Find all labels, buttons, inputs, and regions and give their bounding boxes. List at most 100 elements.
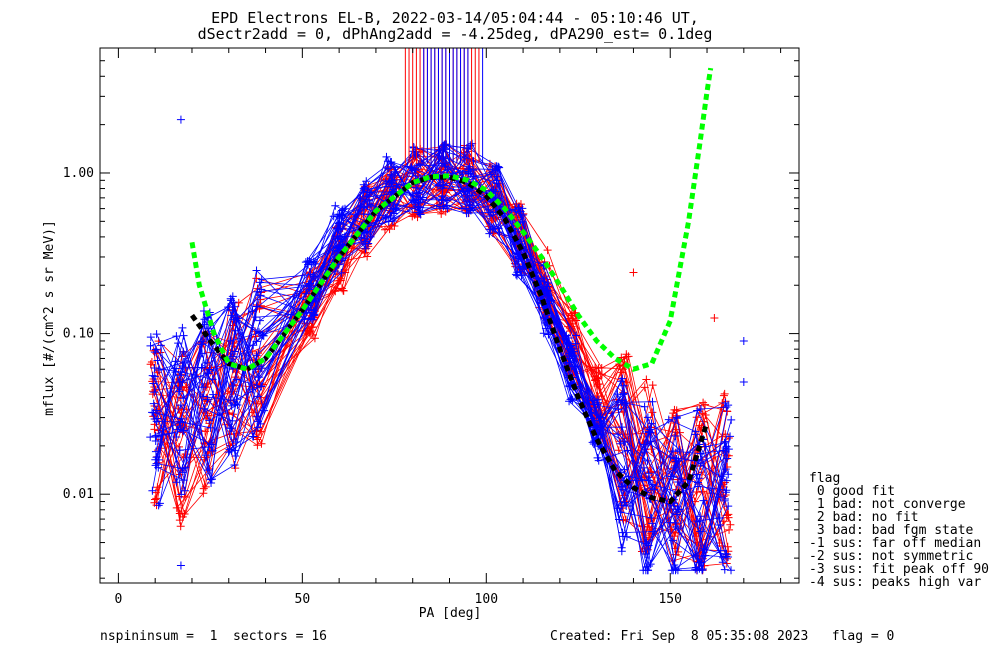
blue-point <box>334 219 343 228</box>
blue-point <box>412 183 421 192</box>
red-point <box>591 363 600 372</box>
blue-point <box>442 201 451 210</box>
blue-point <box>146 341 155 350</box>
legend-item: -3 sus: fit peak off 90 <box>809 562 989 577</box>
red-point <box>437 209 446 218</box>
blue-trace <box>155 147 729 564</box>
blue-point <box>571 339 580 348</box>
blue-point <box>257 285 266 294</box>
blue-point <box>518 210 527 219</box>
red-point <box>360 249 369 258</box>
red-point <box>257 439 266 448</box>
blue-point <box>724 401 733 410</box>
blue-point <box>176 401 185 410</box>
blue-point <box>720 565 729 574</box>
blue-point <box>587 408 596 417</box>
x-axis-label: PA [deg] <box>419 606 482 621</box>
blue-point <box>256 291 265 300</box>
blue-point <box>644 541 653 550</box>
red-point <box>669 409 678 418</box>
blue-point <box>306 270 315 279</box>
blue-point <box>565 397 574 406</box>
blue-point <box>437 196 446 205</box>
blue-point <box>150 388 159 397</box>
blue-point <box>720 496 729 505</box>
blue-point <box>617 377 626 386</box>
legend-title: flag <box>809 471 840 486</box>
red-point <box>619 365 628 374</box>
blue-point <box>207 478 216 487</box>
blue-point <box>643 566 652 575</box>
blue-point <box>693 566 702 575</box>
blue-point <box>154 501 163 510</box>
blue-point <box>177 490 186 499</box>
blue-point <box>726 432 735 441</box>
blue-point <box>699 544 708 553</box>
blue-point <box>493 164 502 173</box>
red-point <box>719 391 728 400</box>
blue-point <box>178 468 187 477</box>
blue-point <box>514 257 523 266</box>
blue-point <box>411 198 420 207</box>
blue-point <box>255 316 264 325</box>
blue-point <box>208 446 217 455</box>
blue-trace <box>156 151 726 572</box>
red-point <box>543 246 552 255</box>
blue-point <box>150 363 159 372</box>
blue-point <box>308 315 317 324</box>
blue-point <box>153 414 162 423</box>
red-point <box>176 522 185 531</box>
blue-point <box>363 202 372 211</box>
blue-point <box>644 469 653 478</box>
blue-point <box>259 331 268 340</box>
blue-point <box>178 362 187 371</box>
blue-point <box>197 337 206 346</box>
red-point <box>253 433 262 442</box>
x-tick-label: 150 <box>658 592 681 607</box>
blue-point <box>248 432 257 441</box>
blue-point <box>701 551 710 560</box>
red-trace <box>152 172 726 550</box>
blue-point <box>722 486 731 495</box>
blue-point <box>200 404 209 413</box>
blue-point <box>490 224 499 233</box>
blue-point <box>302 308 311 317</box>
blue-point <box>226 424 235 433</box>
blue-point <box>672 413 681 422</box>
blue-point <box>618 423 627 432</box>
blue-point <box>176 371 185 380</box>
red-point <box>147 357 156 366</box>
blue-point <box>206 423 215 432</box>
blue-point <box>486 225 495 234</box>
blue-point <box>564 358 573 367</box>
red-point <box>252 274 261 283</box>
blue-point <box>226 294 235 303</box>
blue-point <box>175 387 184 396</box>
blue-point <box>727 566 736 575</box>
blue-point <box>382 213 391 222</box>
blue-trace <box>156 144 727 568</box>
blue-point <box>620 465 629 474</box>
chart-title-line2: dSectr2add = 0, dPhAng2add = -4.25deg, d… <box>198 25 713 43</box>
blue-point <box>592 423 601 432</box>
blue-point <box>724 502 733 511</box>
blue-point <box>485 229 494 238</box>
blue-point <box>693 482 702 491</box>
red-point <box>146 360 155 369</box>
blue-point <box>384 164 393 173</box>
blue-point <box>331 267 340 276</box>
blue-point <box>253 287 262 296</box>
red-point <box>310 334 319 343</box>
legend-item: 3 bad: bad fgm state <box>809 523 974 538</box>
blue-point <box>301 289 310 298</box>
blue-outlier <box>739 377 748 386</box>
blue-point <box>381 214 390 223</box>
blue-point <box>331 201 340 210</box>
blue-point <box>616 439 625 448</box>
blue-point <box>462 187 471 196</box>
blue-point <box>648 480 657 489</box>
red-outlier <box>629 268 638 277</box>
blue-point <box>648 519 657 528</box>
red-point <box>152 494 161 503</box>
red-trace <box>160 167 730 503</box>
